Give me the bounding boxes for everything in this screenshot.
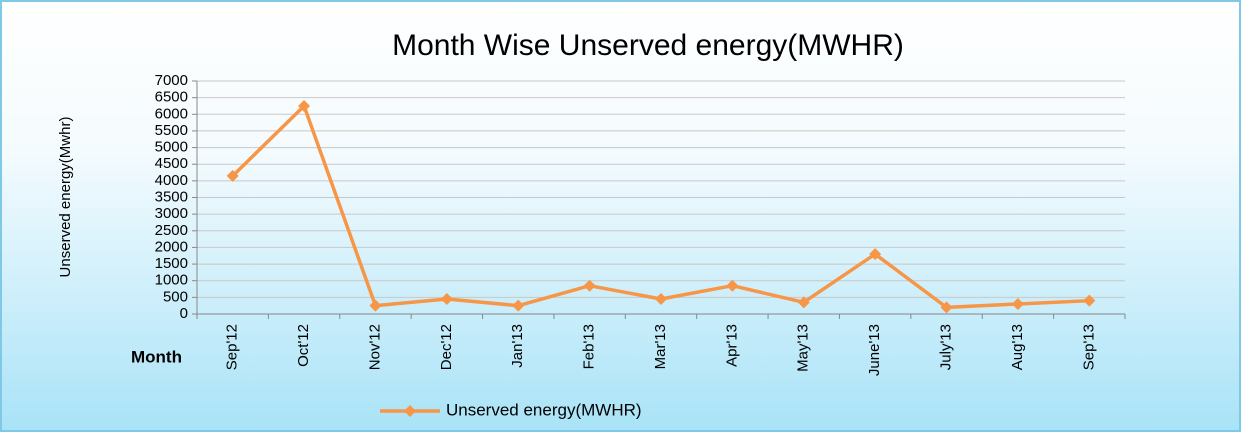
- x-tick-label: Apr'13: [723, 324, 740, 367]
- x-tick-label: Oct'12: [295, 324, 312, 367]
- x-tick-label: Dec'12: [438, 324, 455, 370]
- data-point: [1083, 294, 1096, 307]
- data-point: [797, 296, 810, 309]
- x-axis-label: Month: [131, 347, 182, 366]
- y-tick-label: 3500: [155, 188, 188, 205]
- legend-marker: [404, 405, 416, 417]
- data-point: [583, 279, 596, 292]
- y-tick-label: 2000: [155, 238, 188, 255]
- data-point: [226, 169, 239, 182]
- y-tick-label: 2500: [155, 222, 188, 239]
- data-point: [940, 301, 953, 314]
- y-axis-label: Unserved energy(Mwhr): [57, 117, 74, 278]
- chart-title: Month Wise Unserved energy(MWHR): [392, 29, 904, 62]
- x-tick-label: June'13: [866, 324, 883, 376]
- y-tick-label: 0: [180, 305, 188, 322]
- y-tick-label: 6500: [155, 89, 188, 106]
- y-tick-label: 4000: [155, 172, 188, 189]
- data-point: [369, 299, 382, 312]
- y-tick-label: 5000: [155, 139, 188, 156]
- data-point: [298, 99, 311, 112]
- x-tick-label: July'13: [938, 324, 955, 370]
- y-tick-label: 6000: [155, 105, 188, 122]
- data-point: [512, 299, 525, 312]
- data-point: [655, 293, 667, 306]
- data-point: [726, 279, 739, 292]
- data-point: [869, 248, 882, 261]
- x-tick-label: Aug'13: [1009, 324, 1026, 370]
- data-point: [440, 293, 453, 306]
- y-tick-label: 1000: [155, 272, 188, 289]
- x-tick-label: Feb'13: [581, 324, 598, 369]
- x-tick-label: Nov'12: [366, 324, 383, 370]
- data-point: [1011, 298, 1024, 311]
- legend-label: Unserved energy(MWHR): [446, 400, 642, 419]
- y-tick-label: 1500: [155, 255, 188, 272]
- x-tick-label: May'13: [795, 324, 812, 372]
- y-tick-label: 4500: [155, 155, 188, 172]
- y-tick-label: 5500: [155, 122, 188, 139]
- y-tick-label: 500: [163, 288, 188, 305]
- x-tick-label: Sep'12: [224, 324, 241, 370]
- x-tick-label: Jan'13: [509, 324, 526, 368]
- x-tick-label: Sep'13: [1080, 324, 1097, 370]
- y-tick-label: 7000: [155, 72, 188, 89]
- x-tick-label: Mar'13: [652, 324, 669, 369]
- y-tick-label: 3000: [155, 205, 188, 222]
